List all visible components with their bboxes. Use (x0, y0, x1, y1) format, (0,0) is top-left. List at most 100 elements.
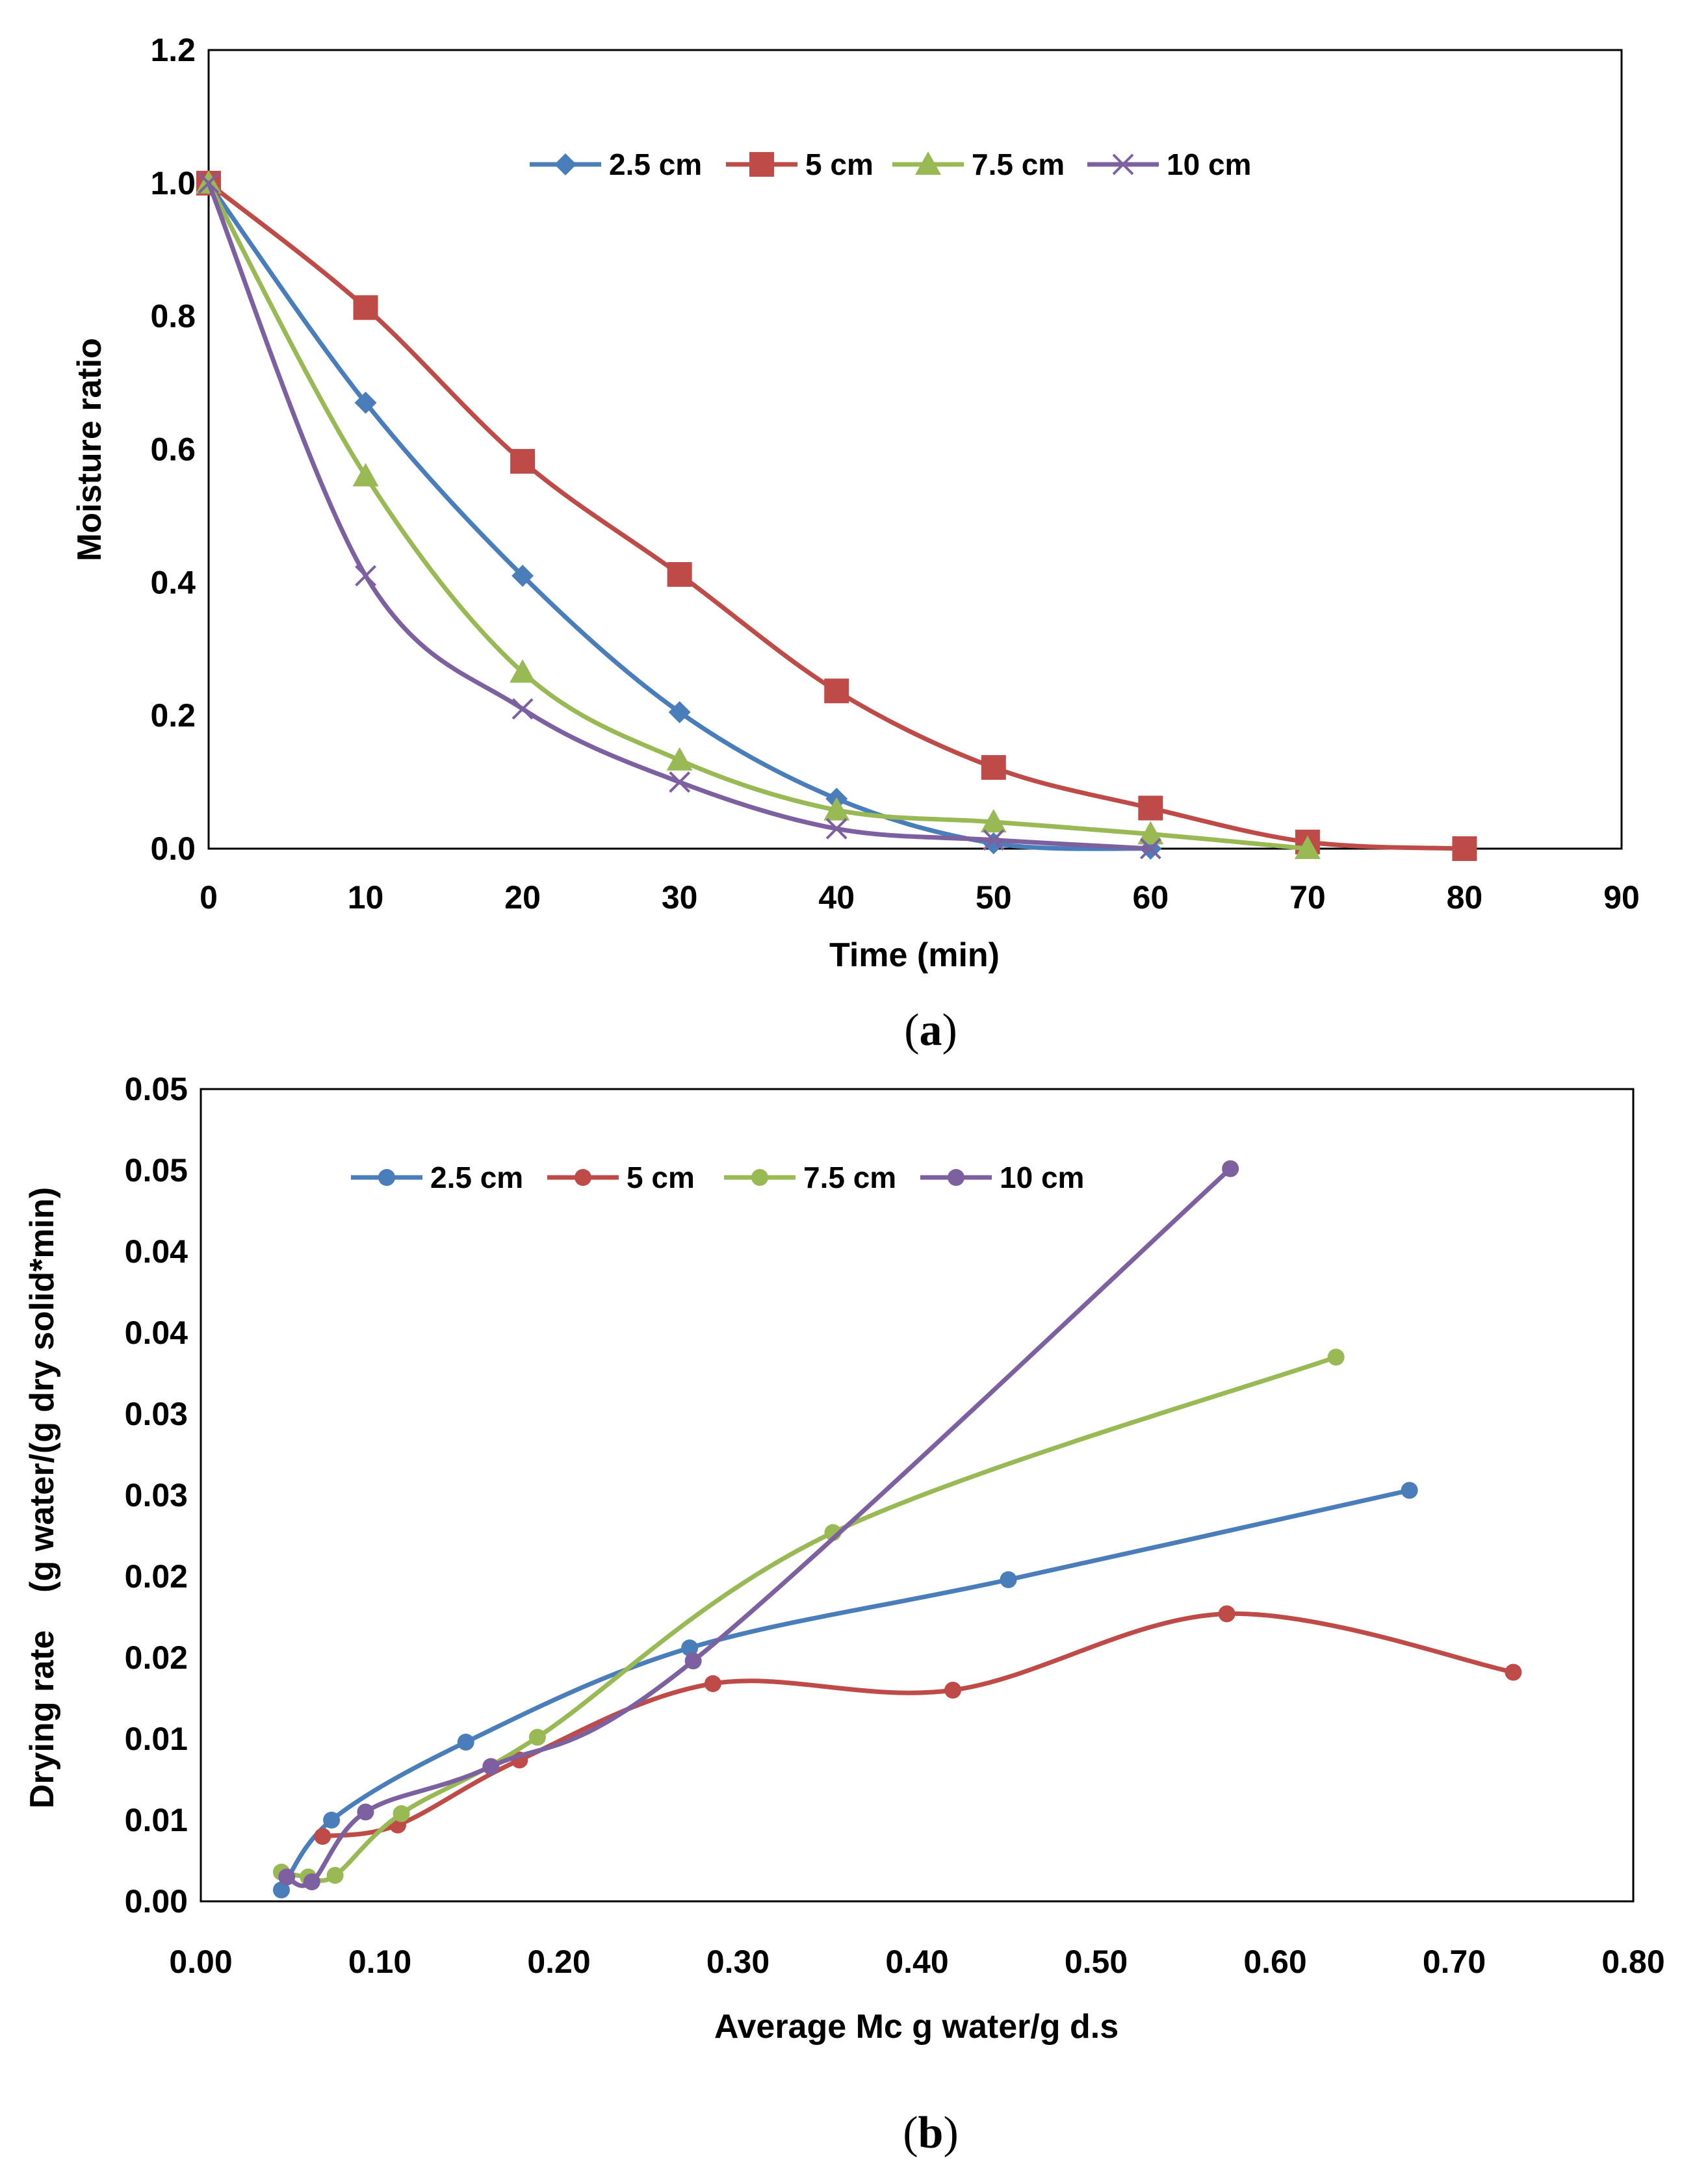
panel-a-x-tick-label: 90 (1603, 879, 1640, 916)
panel-a-data-point-7_5-cm (980, 809, 1007, 833)
panel-b-x-tick-label: 0.20 (527, 1944, 590, 1980)
panel-a-caption-letter: a (920, 1005, 942, 1055)
panel-a-y-axis-label: Moisture ratio (71, 338, 109, 561)
panel-b-data-point-10-cm (1222, 1160, 1239, 1177)
panel-b-data-point-5-cm (314, 1828, 331, 1845)
panel-b-data-point-2_5-cm (681, 1639, 699, 1656)
panel-a-data-point-2_5-cm (982, 832, 1005, 854)
panel-a-legend-marker (915, 151, 941, 175)
panel-a-series (196, 170, 1477, 861)
panel-b-legend-item-2_5-cm: 2.5 cm (351, 1161, 523, 1194)
panel-b-data-point-2_5-cm (272, 1881, 290, 1899)
panel-b-legend-marker (751, 1169, 768, 1186)
panel-b-caption-close: ) (943, 2108, 958, 2158)
panel-b-data-point-7_5-cm (326, 1867, 344, 1884)
panel-a-caption: (a) (904, 1005, 957, 1055)
panel-b-y-tick-labels: 0.00 0.01 0.01 0.02 0.02 0.03 0.03 0.04 0.04 0.05… (125, 1071, 188, 1920)
panel-a-x-tick-label: 60 (1133, 879, 1169, 916)
panel-a-legend: 2.5 cm 5 cm 7.5 cm 10 cm (530, 148, 1251, 181)
panel-a-legend-item-2_5-cm: 2.5 cm (530, 148, 702, 181)
panel-a-series-line-10-cm (206, 181, 1153, 851)
panel-a-data-point-5-cm (1138, 795, 1163, 821)
panel-a-data-point-5-cm (981, 755, 1006, 780)
panel-a-data-point-7_5-cm (823, 797, 850, 821)
panel-b-y-tick-label: 0.03 (125, 1396, 188, 1432)
panel-b-data-point-2_5-cm (1401, 1482, 1418, 1499)
panel-a-y-tick-label: 0.2 (150, 697, 196, 734)
panel-a-data-point-2_5-cm (354, 391, 377, 414)
panel-a-data-point-5-cm (824, 678, 849, 704)
panel-b-legend-item-7_5-cm: 7.5 cm (724, 1161, 896, 1194)
panel-b-data-point-10-cm (303, 1873, 320, 1890)
panel-a-y-tick-labels: 0.0 0.2 0.4 0.6 0.8 1.0 1.2 (150, 32, 196, 867)
panel-b-plot-frame (200, 1088, 1635, 1903)
panel-a-data-point-2_5-cm (511, 565, 534, 587)
panel-b-legend-label: 10 cm (1000, 1161, 1084, 1194)
panel-a-x-tick-label: 80 (1447, 879, 1483, 916)
panel-b-x-tick-label: 0.50 (1065, 1944, 1128, 1980)
panel-a-data-point-10-cm (511, 698, 534, 720)
panel-b-data-point-7_5-cm (528, 1728, 546, 1746)
panel-a-legend-item-10-cm: 10 cm (1087, 148, 1251, 181)
panel-b-series-10-cm (278, 1160, 1239, 1890)
panel-a-data-point-7_5-cm (1294, 836, 1321, 859)
panel-b-y-tick-label: 0.04 (125, 1233, 188, 1270)
panel-b-legend-marker (378, 1169, 395, 1186)
panel-a-legend-marker (1112, 153, 1134, 175)
panel-b-x-tick-label: 0.60 (1243, 1944, 1306, 1980)
panel-a-data-point-10-cm (355, 565, 376, 587)
panel-b-drying-rate-chart: 0.00 0.01 0.01 0.02 0.02 0.03 0.03 0.04 0.04 0.05… (23, 1071, 1665, 2158)
panel-b-x-tick-labels: 0.00 0.10 0.20 0.30 0.40 0.50 0.60 0.70 0.80 (169, 1944, 1664, 1980)
panel-a-series-10-cm (198, 172, 1161, 860)
panel-b-x-tick-label: 0.70 (1423, 1944, 1486, 1980)
panel-b-data-point-5-cm (944, 1682, 962, 1699)
panel-b-data-point-5-cm (1218, 1605, 1236, 1623)
panel-a-series-line-7_5-cm (206, 181, 1310, 851)
panel-a-legend-item-7_5-cm: 7.5 cm (892, 148, 1065, 181)
panel-a-moisture-ratio-chart: 0.0 0.2 0.4 0.6 0.8 1.0 1.2 0 10 20 30 40 50 60 70 80 9… (71, 32, 1640, 1055)
panel-a-series-7_5-cm (196, 170, 1321, 859)
panel-b-legend: 2.5 cm 5 cm 7.5 cm 10 cm (351, 1161, 1084, 1194)
panel-a-data-point-7_5-cm (666, 747, 693, 771)
panel-b-y-tick-label: 0.05 (125, 1071, 188, 1107)
panel-b-legend-marker (575, 1169, 591, 1186)
panel-b-y-tick-label: 0.02 (125, 1639, 188, 1676)
panel-b-caption-open: ( (903, 2108, 918, 2158)
panel-b-data-point-10-cm (357, 1803, 374, 1821)
panel-a-y-tick-label: 1.2 (150, 32, 196, 68)
panel-a-legend-marker (554, 153, 576, 175)
panel-a-data-point-10-cm (825, 817, 848, 840)
panel-a-data-point-7_5-cm (1137, 821, 1164, 845)
panel-b-series-line-5-cm (320, 1611, 1516, 1839)
panel-a-legend-label: 7.5 cm (972, 148, 1065, 181)
panel-b-y-tick-label: 0.02 (125, 1558, 188, 1595)
panel-b-caption-letter: b (918, 2108, 944, 2158)
panel-a-x-tick-labels: 0 10 20 30 40 50 60 70 80 90 (200, 879, 1640, 916)
panel-b-legend-label: 5 cm (627, 1161, 695, 1194)
panel-a-data-point-5-cm (353, 295, 378, 320)
panel-a-legend-marker (749, 152, 774, 177)
panel-b-data-point-7_5-cm (393, 1805, 410, 1822)
panel-a-data-point-5-cm (667, 562, 692, 587)
panel-b-legend-marker (948, 1169, 964, 1186)
panel-a-series-5-cm (196, 170, 1477, 861)
panel-b-caption: (b) (903, 2108, 959, 2158)
panel-a-data-point-2_5-cm (668, 701, 691, 724)
panel-a-x-axis-label: Time (min) (829, 936, 1000, 974)
panel-a-legend-label: 2.5 cm (609, 148, 702, 181)
panel-a-x-tick-label: 70 (1289, 879, 1326, 916)
panel-b-y-tick-label: 0.04 (125, 1315, 188, 1351)
panel-b-legend-item-5-cm: 5 cm (547, 1161, 695, 1194)
panel-a-caption-open: ( (904, 1005, 919, 1055)
panel-b-series-5-cm (314, 1605, 1522, 1845)
panel-a-data-point-10-cm (198, 172, 220, 194)
panel-b-y-tick-label: 0.01 (125, 1721, 188, 1757)
panel-b-x-tick-label: 0.30 (706, 1944, 770, 1980)
panel-a-legend-item-5-cm: 5 cm (726, 148, 873, 181)
panel-a-plot-frame (207, 49, 1623, 850)
panel-a-x-tick-label: 40 (818, 879, 855, 916)
panel-b-data-point-2_5-cm (1000, 1571, 1017, 1588)
panel-b-x-axis-label: Average Mc g water/g d.s (714, 2008, 1119, 2046)
panel-b-legend-item-10-cm: 10 cm (920, 1161, 1084, 1194)
panel-a-series-line-5-cm (206, 181, 1467, 851)
